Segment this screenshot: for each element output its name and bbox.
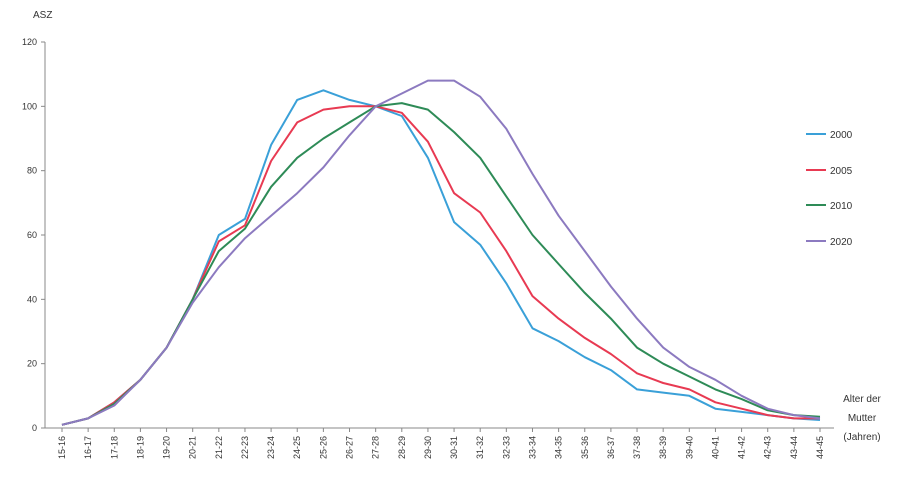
x-tick-label: 23-24: [266, 436, 276, 459]
x-tick-label: 24-25: [292, 436, 302, 459]
y-tick-label: 20: [27, 359, 37, 369]
x-tick-label: 29-30: [423, 436, 433, 459]
x-tick-label: 39-40: [684, 436, 694, 459]
series-line-2010: [61, 102, 821, 426]
x-tick-label: 21-22: [214, 436, 224, 459]
x-tick-label: 20-21: [188, 436, 198, 459]
x-tick-label: 30-31: [449, 436, 459, 459]
x-tick-label: 18-19: [135, 436, 145, 459]
x-tick-label: 28-29: [397, 436, 407, 459]
x-tick-label: 19-20: [162, 436, 172, 459]
legend: 2000 2005 2010 2020: [806, 130, 853, 248]
x-tick-label: 36-37: [606, 436, 616, 459]
x-axis-title: Alter der Mutter (Jahren): [843, 394, 881, 443]
y-tick-label: 100: [22, 101, 37, 111]
x-tick-label: 41-42: [737, 436, 747, 459]
legend-label: 2005: [830, 166, 853, 177]
x-tick-label: 31-32: [475, 436, 485, 459]
y-axis-title: ASZ: [33, 10, 52, 21]
x-tick-label: 32-33: [501, 436, 511, 459]
x-tick-label: 43-44: [789, 436, 799, 459]
y-tick-label: 60: [27, 230, 37, 240]
x-tick-label: 17-18: [109, 436, 119, 459]
x-tick-label: 42-43: [763, 436, 773, 459]
series-lines: [61, 79, 821, 426]
x-axis-title-line-1: Alter der: [843, 394, 881, 405]
x-axis-title-line-3: (Jahren): [843, 432, 880, 443]
y-tick-label: 80: [27, 166, 37, 176]
x-tick-label: 37-38: [632, 436, 642, 459]
y-tick-label: 120: [22, 37, 37, 47]
series-line-2005: [61, 105, 820, 426]
x-tick-label: 44-45: [815, 436, 825, 459]
y-tick-label: 40: [27, 294, 37, 304]
x-tick-label: 38-39: [658, 436, 668, 459]
legend-label: 2020: [830, 237, 853, 248]
x-tick-label: 27-28: [371, 436, 381, 459]
x-tick-label: 16-17: [83, 436, 93, 459]
x-tick-label: 35-36: [580, 436, 590, 459]
y-tick-label: 0: [32, 423, 37, 433]
x-tick-label: 26-27: [345, 436, 355, 459]
x-tick-label: 40-41: [710, 436, 720, 459]
y-axis-ticks: 0 20 40 60 80 100 120: [22, 37, 45, 433]
x-tick-label: 25-26: [318, 436, 328, 459]
x-axis-ticks: 15-16 16-17 17-18 18-19 19-20 20-21 21-22 22-23…: [57, 428, 825, 459]
series-line-2020: [61, 79, 821, 426]
x-tick-label: 33-34: [527, 436, 537, 459]
legend-label: 2000: [830, 130, 853, 141]
x-tick-label: 34-35: [554, 436, 564, 459]
x-axis-title-line-2: Mutter: [848, 413, 877, 424]
x-tick-label: 22-23: [240, 436, 250, 459]
x-tick-label: 15-16: [57, 436, 67, 459]
legend-label: 2010: [830, 201, 853, 212]
